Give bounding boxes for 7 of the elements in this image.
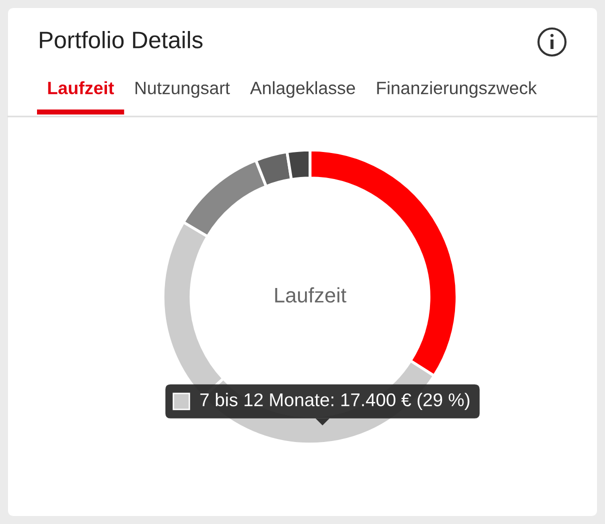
chart-title: Portfolio Details [40, 30, 202, 48]
text: Anlageklasse [250, 81, 355, 98]
text: Laufzeit [48, 81, 114, 94]
text: Finanzierungszweck [377, 81, 537, 98]
legend-label: 7 bis 12 Monate: 17.400 € (29 %) [200, 392, 470, 410]
text: Nutzungsart [136, 82, 230, 98]
text: Laufzeit [275, 287, 346, 303]
